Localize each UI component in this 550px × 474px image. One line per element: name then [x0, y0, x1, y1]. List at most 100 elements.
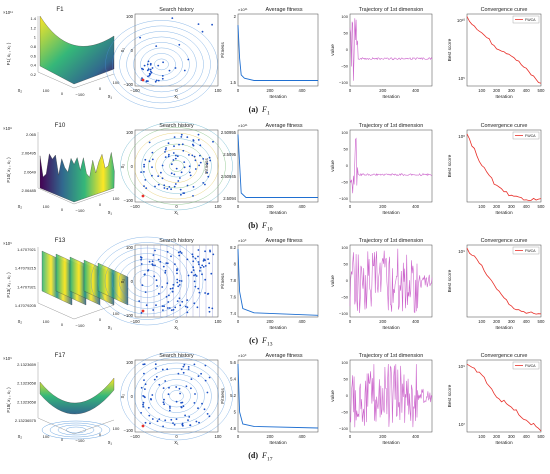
history-point: [176, 272, 178, 275]
surface-xtick: 0: [61, 322, 64, 327]
history-point: [194, 168, 197, 170]
history-point: [194, 273, 197, 276]
surface-title: F10: [55, 122, 66, 129]
history-point: [156, 420, 159, 423]
history-contour: [97, 242, 197, 320]
history-point: [162, 61, 165, 64]
trajectory-ytick: 100: [341, 130, 348, 135]
trajectory-ytick: −50: [341, 180, 349, 185]
history-point: [166, 368, 169, 371]
history-ytick: 100: [126, 245, 134, 250]
history-point: [191, 154, 194, 157]
history-ytick: 100: [126, 360, 134, 365]
trajectory-ytick: −50: [341, 64, 349, 69]
history-contour: [120, 351, 233, 441]
fitness-xlabel: Iteration: [269, 210, 287, 216]
history-point: [183, 192, 186, 195]
trajectory-ylabel: value: [330, 160, 336, 172]
history-point: [142, 363, 145, 366]
history-point: [193, 302, 196, 305]
trajectory-title: Trajectory of 1st dimension: [359, 238, 424, 244]
history-point: [161, 75, 164, 77]
surface-contour: [65, 426, 87, 434]
history-point: [208, 306, 211, 309]
history-point: [199, 154, 201, 157]
history-point: [181, 300, 184, 303]
convergence-ytick: 10¹⁰: [457, 18, 465, 23]
history-point: [179, 250, 182, 253]
history-contour: [141, 368, 212, 424]
history-xtick: 100: [215, 434, 223, 439]
surface-ztick: 1.2: [30, 25, 36, 30]
history-contour: [132, 269, 162, 293]
history-point: [197, 23, 200, 25]
history-point: [176, 155, 179, 158]
history-point: [190, 387, 192, 390]
history-ylabel: x₂: [120, 279, 126, 284]
history-point: [144, 383, 147, 386]
surface-axes: [37, 16, 115, 89]
history-point: [140, 171, 143, 174]
history-point: [202, 260, 205, 262]
history-point: [175, 418, 178, 420]
history-contour: [140, 47, 183, 82]
surface-xtick: 0: [99, 432, 102, 437]
surface-ztick: 1.47079215: [15, 266, 37, 271]
trajectory-panel: Trajectory of 1st dimension 100 50 0 −50 −100…: [330, 353, 433, 446]
fitness-ytick: 7.4: [230, 311, 236, 316]
history-point: [169, 407, 171, 409]
history-point: [180, 406, 183, 408]
fitness-ylabel: Fitness: [204, 158, 210, 174]
surface-xtick: 100: [43, 434, 50, 439]
fitness-line: [237, 25, 318, 81]
surface-ztick: 2.1323658: [17, 399, 37, 404]
history-point: [146, 63, 149, 66]
fitness-xtick: 0: [237, 88, 240, 93]
history-point: [145, 304, 148, 307]
history-point: [180, 193, 182, 196]
surface-xtick: 0: [99, 86, 102, 91]
trajectory-xtick: 200: [379, 204, 387, 209]
history-point: [199, 270, 201, 272]
convergence-title: Convergence curve: [481, 353, 528, 359]
history-point: [208, 262, 211, 265]
history-point: [199, 266, 202, 269]
convergence-xlabel: Iteration: [495, 94, 513, 100]
history-point: [182, 365, 185, 368]
trajectory-xtick: 0: [349, 319, 352, 324]
history-point: [151, 394, 154, 396]
history-point: [199, 144, 202, 147]
history-point: [175, 167, 178, 170]
history-ytick: −100: [124, 313, 134, 318]
history-point: [197, 407, 199, 410]
trajectory-ytick: 0: [346, 393, 349, 398]
history-point: [197, 139, 200, 141]
history-point: [167, 155, 170, 158]
convergence-xtick: 400: [523, 319, 531, 324]
history-point: [143, 185, 145, 188]
history-point: [168, 386, 170, 389]
history-point: [144, 388, 146, 390]
history-point: [148, 141, 151, 144]
caption-label: (c): [249, 336, 258, 345]
history-point: [143, 379, 145, 381]
trajectory-line: [349, 363, 433, 428]
convergence-line: [466, 16, 542, 84]
convergence-xtick: 500: [538, 204, 546, 209]
history-point: [180, 171, 183, 174]
history-point: [197, 249, 200, 251]
history-point: [167, 307, 169, 309]
history-point: [208, 415, 211, 418]
history-title: Search history: [159, 7, 194, 13]
history-point: [178, 284, 181, 286]
history-point: [154, 80, 157, 83]
fitness-ytick: 7.6: [230, 295, 236, 300]
caption-function: F: [261, 221, 267, 230]
fitness-xtick: 200: [267, 319, 275, 324]
history-point: [173, 185, 176, 188]
history-point: [173, 136, 176, 139]
history-point: [184, 414, 187, 417]
trajectory-frame: [349, 13, 433, 87]
